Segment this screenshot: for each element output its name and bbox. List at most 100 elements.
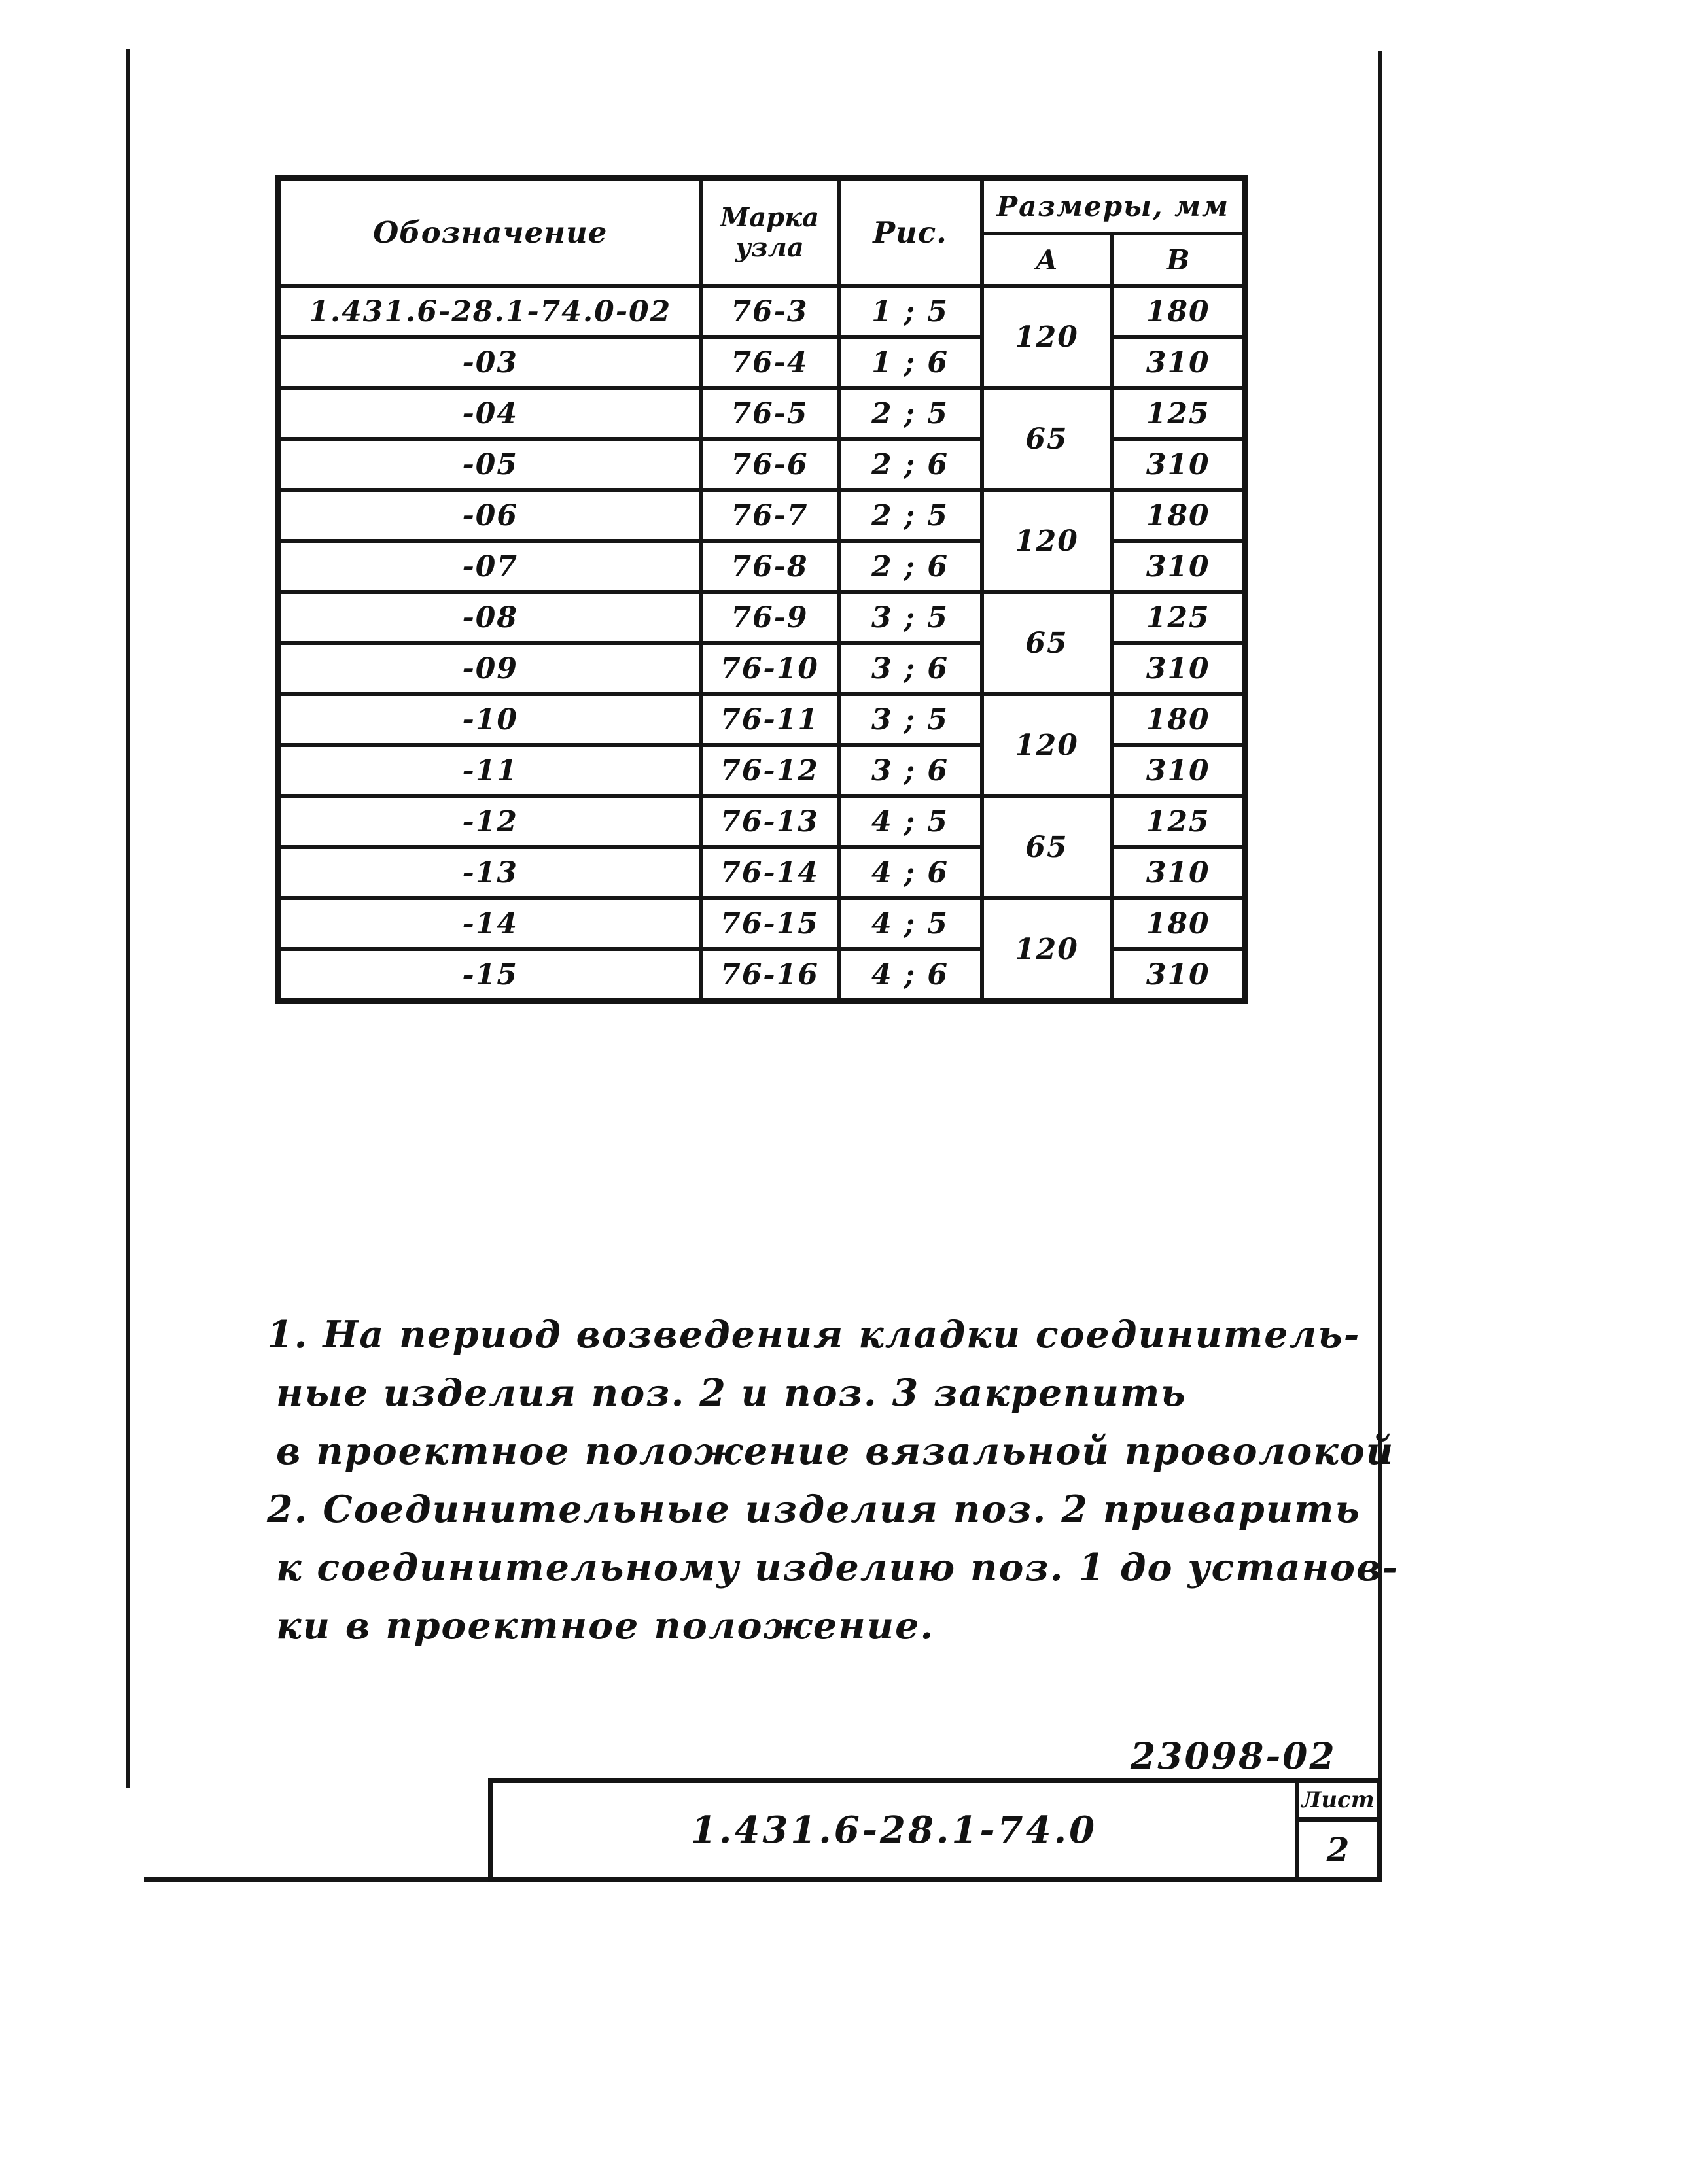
mark-cell: 76-14 [699, 845, 841, 900]
dim-b-cell: 125 [1110, 794, 1248, 849]
designation-cell: -03 [276, 335, 703, 390]
header-designation: Обозначение [276, 176, 703, 288]
dim-a-cell: 65 [979, 590, 1114, 696]
dim-b-cell: 310 [1110, 335, 1248, 390]
notes-block: 1. На период возведения кладки соедините… [267, 1306, 1399, 1655]
table-row: -10 76-11 3 ; 5 120 180 [276, 692, 1248, 798]
note-line: 2. Соединительные изделия поз. 2 привари… [267, 1487, 1361, 1531]
stamp-number: 23098-02 [1131, 1735, 1337, 1777]
figure-cell: 2 ; 6 [836, 437, 984, 492]
designation-cell: -15 [276, 947, 703, 1003]
designation-cell: -08 [276, 590, 703, 645]
dim-b-cell: 180 [1110, 488, 1248, 543]
figure-cell: 4 ; 5 [836, 794, 984, 849]
mark-cell: 76-15 [699, 896, 841, 951]
note-line: в проектное положение вязальной проволок… [276, 1429, 1395, 1473]
designation-cell: -04 [276, 386, 703, 441]
dim-a-cell: 65 [979, 386, 1114, 492]
table-row: -05 76-6 2 ; 6 310 [276, 437, 1248, 492]
left-border-line [126, 49, 130, 1788]
mark-cell: 76-10 [699, 641, 841, 696]
figure-cell: 4 ; 6 [836, 845, 984, 900]
mark-cell: 76-7 [699, 488, 841, 543]
figure-cell: 3 ; 5 [836, 692, 984, 747]
dim-b-cell: 310 [1110, 845, 1248, 900]
right-border-line [1378, 51, 1382, 1882]
dim-b-cell: 125 [1110, 590, 1248, 645]
sheet-label: Лист [1299, 1783, 1377, 1822]
figure-cell: 2 ; 6 [836, 539, 984, 594]
figure-cell: 4 ; 5 [836, 896, 984, 951]
figure-cell: 3 ; 6 [836, 743, 984, 798]
table-row: -09 76-10 3 ; 6 310 [276, 641, 1248, 696]
dim-b-cell: 180 [1110, 692, 1248, 747]
mark-cell: 76-11 [699, 692, 841, 747]
dim-b-cell: 310 [1110, 641, 1248, 696]
table-row: -04 76-5 2 ; 5 65 125 [276, 386, 1248, 492]
dim-a-cell: 65 [979, 794, 1114, 900]
header-dimensions: Размеры, мм [979, 176, 1248, 235]
designation-cell: -09 [276, 641, 703, 696]
header-figure: Рис. [836, 176, 984, 288]
table-row: -12 76-13 4 ; 5 65 125 [276, 794, 1248, 900]
note-line: ные изделия поз. 2 и поз. 3 закрепить [276, 1371, 1187, 1415]
mark-cell: 76-4 [699, 335, 841, 390]
dim-b-cell: 310 [1110, 947, 1248, 1003]
table-row: -13 76-14 4 ; 6 310 [276, 845, 1248, 900]
designation-cell: -11 [276, 743, 703, 798]
table-row: -15 76-16 4 ; 6 310 [276, 947, 1248, 1003]
title-block-sheet-cell: Лист 2 [1295, 1783, 1377, 1877]
designation-cell: -10 [276, 692, 703, 747]
mark-cell: 76-6 [699, 437, 841, 492]
title-block: 1.431.6-28.1-74.0 Лист 2 [488, 1778, 1382, 1882]
dim-a-cell: 120 [979, 896, 1114, 1003]
designation-cell: -13 [276, 845, 703, 900]
note-line: к соединительному изделию поз. 1 до уста… [276, 1546, 1399, 1589]
table-row: -14 76-15 4 ; 5 120 180 [276, 896, 1248, 1003]
mark-cell: 76-13 [699, 794, 841, 849]
dim-b-cell: 310 [1110, 539, 1248, 594]
parts-table: Обозначение Марка узла Рис. Размеры, мм … [275, 175, 1248, 1004]
dim-b-cell: 125 [1110, 386, 1248, 441]
table-row: 1.431.6-28.1-74.0-02 76-3 1 ; 5 120 180 [276, 284, 1248, 390]
mark-cell: 76-12 [699, 743, 841, 798]
designation-cell: -14 [276, 896, 703, 951]
mark-cell: 76-9 [699, 590, 841, 645]
figure-cell: 2 ; 5 [836, 488, 984, 543]
table-row: -06 76-7 2 ; 5 120 180 [276, 488, 1248, 594]
figure-cell: 2 ; 5 [836, 386, 984, 441]
dim-b-cell: 180 [1110, 284, 1248, 339]
dim-b-cell: 310 [1110, 437, 1248, 492]
dim-a-cell: 120 [979, 692, 1114, 798]
sheet-number: 2 [1326, 1829, 1350, 1869]
figure-cell: 4 ; 6 [836, 947, 984, 1003]
figure-cell: 3 ; 5 [836, 590, 984, 645]
header-dim-a: А [979, 232, 1114, 288]
table-row: -03 76-4 1 ; 6 310 [276, 335, 1248, 390]
table-header-row-1: Обозначение Марка узла Рис. Размеры, мм [276, 176, 1248, 288]
mark-cell: 76-5 [699, 386, 841, 441]
note-line: ки в проектное положение. [276, 1604, 935, 1648]
header-mark: Марка узла [699, 176, 841, 288]
table-row: -11 76-12 3 ; 6 310 [276, 743, 1248, 798]
designation-cell: -12 [276, 794, 703, 849]
table-row: -08 76-9 3 ; 5 65 125 [276, 590, 1248, 696]
mark-cell: 76-3 [699, 284, 841, 339]
dim-b-cell: 180 [1110, 896, 1248, 951]
note-line: 1. На период возведения кладки соедините… [267, 1313, 1361, 1357]
mark-cell: 76-16 [699, 947, 841, 1003]
designation-cell: -05 [276, 437, 703, 492]
table-header-row-2: А В [279, 232, 1248, 288]
figure-cell: 1 ; 6 [836, 335, 984, 390]
designation-cell: -06 [276, 488, 703, 543]
header-dim-b: В [1110, 232, 1248, 288]
table-row: -07 76-8 2 ; 6 310 [276, 539, 1248, 594]
figure-cell: 1 ; 5 [836, 284, 984, 339]
figure-cell: 3 ; 6 [836, 641, 984, 696]
designation-cell: 1.431.6-28.1-74.0-02 [276, 284, 703, 339]
title-block-designation: 1.431.6-28.1-74.0 [690, 1808, 1098, 1852]
dim-b-cell: 310 [1110, 743, 1248, 798]
designation-cell: -07 [276, 539, 703, 594]
dim-a-cell: 120 [979, 284, 1114, 390]
